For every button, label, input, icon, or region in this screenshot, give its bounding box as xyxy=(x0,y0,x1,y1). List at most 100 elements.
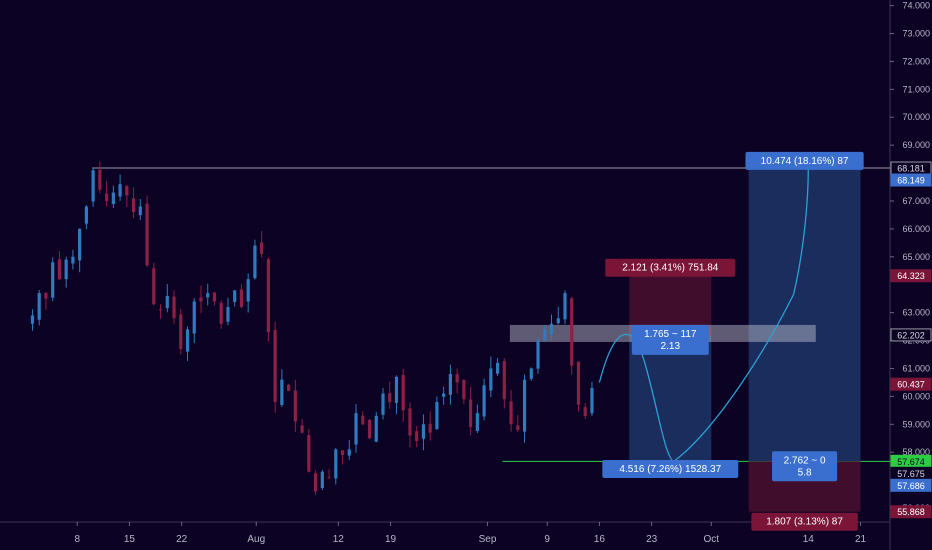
candle-body xyxy=(556,318,560,324)
candle-body xyxy=(388,393,392,402)
x-tick-label: 15 xyxy=(124,534,136,545)
x-tick-label: Oct xyxy=(704,534,720,545)
candle-body xyxy=(206,293,210,298)
short-stop-label: 2.121 (3.41%) 751.84 xyxy=(622,263,719,274)
candle-body xyxy=(125,185,129,196)
x-tick-label: 8 xyxy=(74,534,80,545)
price-tag: 55.868 xyxy=(897,507,925,517)
candle-body xyxy=(78,228,82,261)
long-target-label: 10.474 (18.16%) 87 xyxy=(761,156,849,167)
long-ratio-label-bg xyxy=(772,451,838,482)
price-tag: 68.181 xyxy=(897,164,925,174)
candle-body xyxy=(239,289,244,308)
candle-body xyxy=(455,374,459,383)
price-tag: 57.675 xyxy=(897,469,925,479)
candle-body xyxy=(549,323,554,335)
x-tick-label: 14 xyxy=(803,534,815,545)
candle-body xyxy=(482,385,486,417)
candle-body xyxy=(408,408,412,436)
y-tick-label: 60.000 xyxy=(902,391,930,401)
candle-body xyxy=(361,415,365,425)
candle-body xyxy=(233,290,237,302)
candle-body xyxy=(37,293,41,320)
short-stop-label-bg xyxy=(605,258,736,277)
short-target-label-bg xyxy=(602,459,739,478)
candle-body xyxy=(131,198,136,213)
candle-body xyxy=(118,184,122,197)
candle-body xyxy=(435,401,439,429)
candle-body xyxy=(84,206,88,224)
x-tick-label: Sep xyxy=(479,534,497,545)
candle-body xyxy=(502,361,506,400)
candle-body xyxy=(489,368,493,391)
price-tag-bg xyxy=(890,505,932,519)
x-tick-label: Aug xyxy=(247,534,265,545)
x-tick-label: 12 xyxy=(333,534,345,545)
x-tick-label: 23 xyxy=(646,534,658,545)
candle-body xyxy=(462,379,466,400)
candle-body xyxy=(51,262,55,298)
candle-body xyxy=(44,293,48,299)
candle-body xyxy=(583,407,587,416)
price-tag-bg xyxy=(890,173,932,187)
candle-body xyxy=(212,292,217,302)
candle-body xyxy=(293,390,297,422)
long-ratio-label: 2.762 ~ 0 xyxy=(784,455,826,466)
y-tick-label: 67.000 xyxy=(902,196,930,206)
candle-body xyxy=(219,303,223,324)
long-ratio-label: 5.8 xyxy=(798,467,812,478)
price-tag-bg xyxy=(890,269,932,283)
candle-body xyxy=(226,307,230,322)
candle-body xyxy=(320,471,324,489)
candle-body xyxy=(590,388,594,414)
candle-body xyxy=(442,393,446,397)
price-tag: 57.674 xyxy=(897,457,925,467)
candle-body xyxy=(266,259,270,333)
candle-body xyxy=(145,203,149,266)
candle-body xyxy=(543,329,547,341)
y-tick-label: 66.000 xyxy=(902,224,930,234)
candle-body xyxy=(152,268,156,305)
candle-body xyxy=(448,374,452,395)
y-tick-label: 58.000 xyxy=(902,447,930,457)
short-ratio-label: 1.765 ~ 117 xyxy=(644,329,697,340)
candle-body xyxy=(98,169,102,190)
candle-body xyxy=(287,384,291,391)
price-tag: 62.202 xyxy=(897,330,925,340)
y-tick-label: 63.000 xyxy=(902,308,930,318)
candle-body xyxy=(260,242,264,255)
candle-body xyxy=(401,375,405,411)
price-tag: 60.437 xyxy=(897,380,925,390)
candle-body xyxy=(374,415,378,442)
candle-body xyxy=(347,449,351,456)
candle-body xyxy=(381,393,385,415)
candle-body xyxy=(91,170,95,202)
candle-body xyxy=(246,279,250,302)
short-ratio-label: 2.13 xyxy=(661,341,681,352)
candle-body xyxy=(138,206,142,216)
price-tag-bg xyxy=(890,478,932,492)
y-tick-label: 69.000 xyxy=(902,140,930,150)
candle-body xyxy=(509,401,513,425)
candle-body xyxy=(529,368,533,379)
candle-body xyxy=(367,420,372,439)
projection-path xyxy=(598,168,809,462)
candle-body xyxy=(313,473,318,492)
candle-body xyxy=(280,379,284,405)
candle-body xyxy=(415,431,419,442)
y-tick-label: 73.000 xyxy=(902,28,930,38)
candle-body xyxy=(30,315,35,324)
price-tag-bg xyxy=(890,328,932,342)
candle-body xyxy=(421,424,426,439)
candle-body xyxy=(495,362,500,374)
candle-body xyxy=(334,449,338,479)
candle-body xyxy=(172,296,176,319)
price-tag: 57.686 xyxy=(897,481,925,491)
candle-body xyxy=(307,435,311,472)
candle-body xyxy=(192,301,196,334)
long-target-box[interactable] xyxy=(748,168,861,462)
candle-body xyxy=(394,376,399,403)
price-tag: 68.149 xyxy=(897,176,925,186)
